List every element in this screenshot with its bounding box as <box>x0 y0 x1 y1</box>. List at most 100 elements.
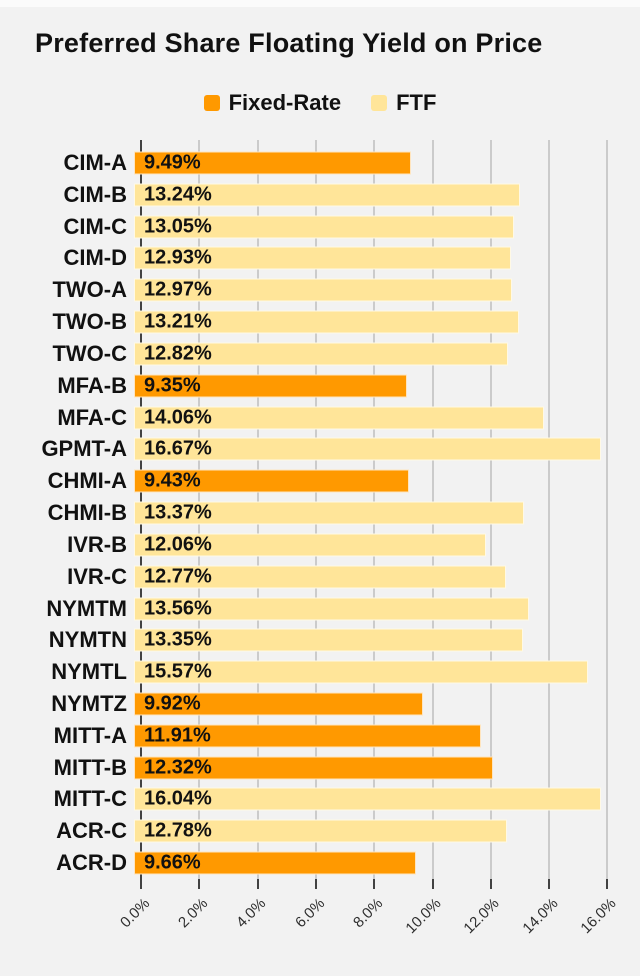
bar-fixed <box>134 469 409 493</box>
legend-item-fixed-rate: Fixed-Rate <box>203 90 342 116</box>
bar-track: 16.04% <box>134 784 601 816</box>
bar-track: 9.49% <box>134 147 601 179</box>
x-tick-mark <box>548 879 551 889</box>
x-axis: 0.0% 2.0% 4.0% 6.0% 8.0% 10.0% 12.0% 14.0% 16.0% <box>117 879 619 976</box>
bar-value-label: 9.66% <box>144 851 201 874</box>
bar-ftf <box>134 501 524 525</box>
bar-track: 9.92% <box>134 688 601 720</box>
bar-ftf <box>134 246 511 270</box>
chart-row: ACR-D 9.66% <box>0 847 640 879</box>
bar-track: 13.05% <box>134 211 601 243</box>
category-label: CIM-B <box>63 181 127 207</box>
x-tick-mark <box>198 879 201 889</box>
chart-row: MITT-A 11.91% <box>0 720 640 752</box>
bar-ftf <box>134 597 530 620</box>
bar-fixed <box>134 851 416 875</box>
chart-row: NYMTN 13.35% <box>0 624 640 656</box>
category-label: GPMT-A <box>41 436 127 462</box>
chart-row: CIM-A 9.49% <box>0 147 640 179</box>
bar-value-label: 15.57% <box>144 660 212 683</box>
category-label: TWO-B <box>52 309 127 335</box>
bar-value-label: 12.78% <box>144 819 212 842</box>
bar-value-label: 11.91% <box>144 724 211 747</box>
x-tick-label: 4.0% <box>233 895 270 932</box>
bar-value-label: 13.35% <box>144 628 212 651</box>
bar-track: 13.24% <box>134 179 601 211</box>
category-label: CHMI-B <box>47 500 127 526</box>
chart-row: TWO-C 12.82% <box>0 338 640 370</box>
bar-track: 12.78% <box>134 815 601 847</box>
bar-fixed <box>134 724 482 748</box>
category-label: TWO-C <box>52 340 127 366</box>
bar-value-label: 13.24% <box>144 183 212 206</box>
category-label: MFA-B <box>57 372 127 398</box>
chart-row: NYMTZ 9.92% <box>0 688 640 720</box>
bar-ftf <box>134 215 515 239</box>
category-label: NYMTZ <box>51 690 127 716</box>
bar-track: 9.35% <box>134 370 601 402</box>
x-tick-label: 14.0% <box>519 895 562 938</box>
legend-label-ftf: FTF <box>396 90 437 115</box>
x-tick-label: 12.0% <box>460 895 503 938</box>
chart-row: MITT-C 16.04% <box>0 784 640 816</box>
bar-value-label: 14.06% <box>144 406 212 429</box>
bar-fixed <box>134 374 407 398</box>
bar-value-label: 12.77% <box>144 565 212 588</box>
x-tick-mark <box>256 879 259 889</box>
bar-track: 9.43% <box>134 465 601 497</box>
x-tick-mark <box>431 879 434 889</box>
x-tick-label: 8.0% <box>350 895 387 932</box>
bar-value-label: 13.21% <box>144 310 212 333</box>
x-tick-mark <box>140 879 142 889</box>
bar-fixed <box>134 692 424 716</box>
x-tick-mark <box>373 879 376 889</box>
category-label: TWO-A <box>52 277 127 303</box>
bar-value-label: 12.06% <box>144 533 212 556</box>
plot-area: CIM-A 9.49% CIM-B 13.24% CIM-C 13.05% CIM-D 12.… <box>0 140 640 879</box>
bar-value-label: 12.97% <box>144 278 212 301</box>
bar-track: 15.57% <box>134 656 601 688</box>
bar-track: 11.91% <box>134 720 601 752</box>
bar-track: 13.37% <box>134 497 601 529</box>
category-label: ACR-D <box>56 850 127 876</box>
x-tick-mark <box>606 879 609 889</box>
bar-value-label: 13.37% <box>144 501 212 524</box>
bar-track: 13.35% <box>134 624 601 656</box>
bar-value-label: 12.82% <box>144 342 212 365</box>
bar-ftf <box>134 565 507 589</box>
chart-row: ACR-C 12.78% <box>0 815 640 847</box>
x-tick-label: 0.0% <box>116 895 154 932</box>
bar-ftf <box>134 787 601 811</box>
chart-row: MFA-B 9.35% <box>0 370 640 402</box>
chart-row: CIM-B 13.24% <box>0 179 640 211</box>
legend-item-ftf: FTF <box>371 90 436 116</box>
bar-value-label: 9.92% <box>144 692 201 715</box>
category-label: NYMTL <box>51 659 127 685</box>
bar-rows: CIM-A 9.49% CIM-B 13.24% CIM-C 13.05% CIM-D 12.… <box>0 147 640 879</box>
category-label: MITT-B <box>53 754 127 780</box>
bar-ftf <box>134 310 520 334</box>
chart-title: Preferred Share Floating Yield on Price <box>35 28 543 58</box>
chart-row: TWO-B 13.21% <box>0 306 640 338</box>
x-tick-label: 16.0% <box>577 895 620 938</box>
bar-ftf <box>134 183 520 207</box>
chart-row: IVR-C 12.77% <box>0 561 640 593</box>
category-label: CIM-D <box>63 245 127 271</box>
chart-row: IVR-B 12.06% <box>0 529 640 561</box>
chart-row: NYMTL 15.57% <box>0 656 640 688</box>
category-label: CIM-A <box>63 149 127 175</box>
chart-row: MFA-C 14.06% <box>0 402 640 434</box>
legend-label-fixed-rate: Fixed-Rate <box>228 90 342 115</box>
category-label: IVR-C <box>67 563 127 589</box>
fixed-rate-swatch-icon <box>203 95 220 111</box>
category-label: MITT-C <box>53 786 127 812</box>
bar-ftf <box>134 278 513 302</box>
bar-ftf <box>134 660 588 684</box>
chart-row: CIM-C 13.05% <box>0 211 640 243</box>
gridline <box>606 140 609 879</box>
bar-track: 12.77% <box>134 561 601 593</box>
bar-value-label: 12.32% <box>144 756 212 779</box>
chart-row: MITT-B 12.32% <box>0 752 640 784</box>
bar-fixed <box>134 151 411 175</box>
legend: Fixed-Rate FTF <box>0 90 640 116</box>
